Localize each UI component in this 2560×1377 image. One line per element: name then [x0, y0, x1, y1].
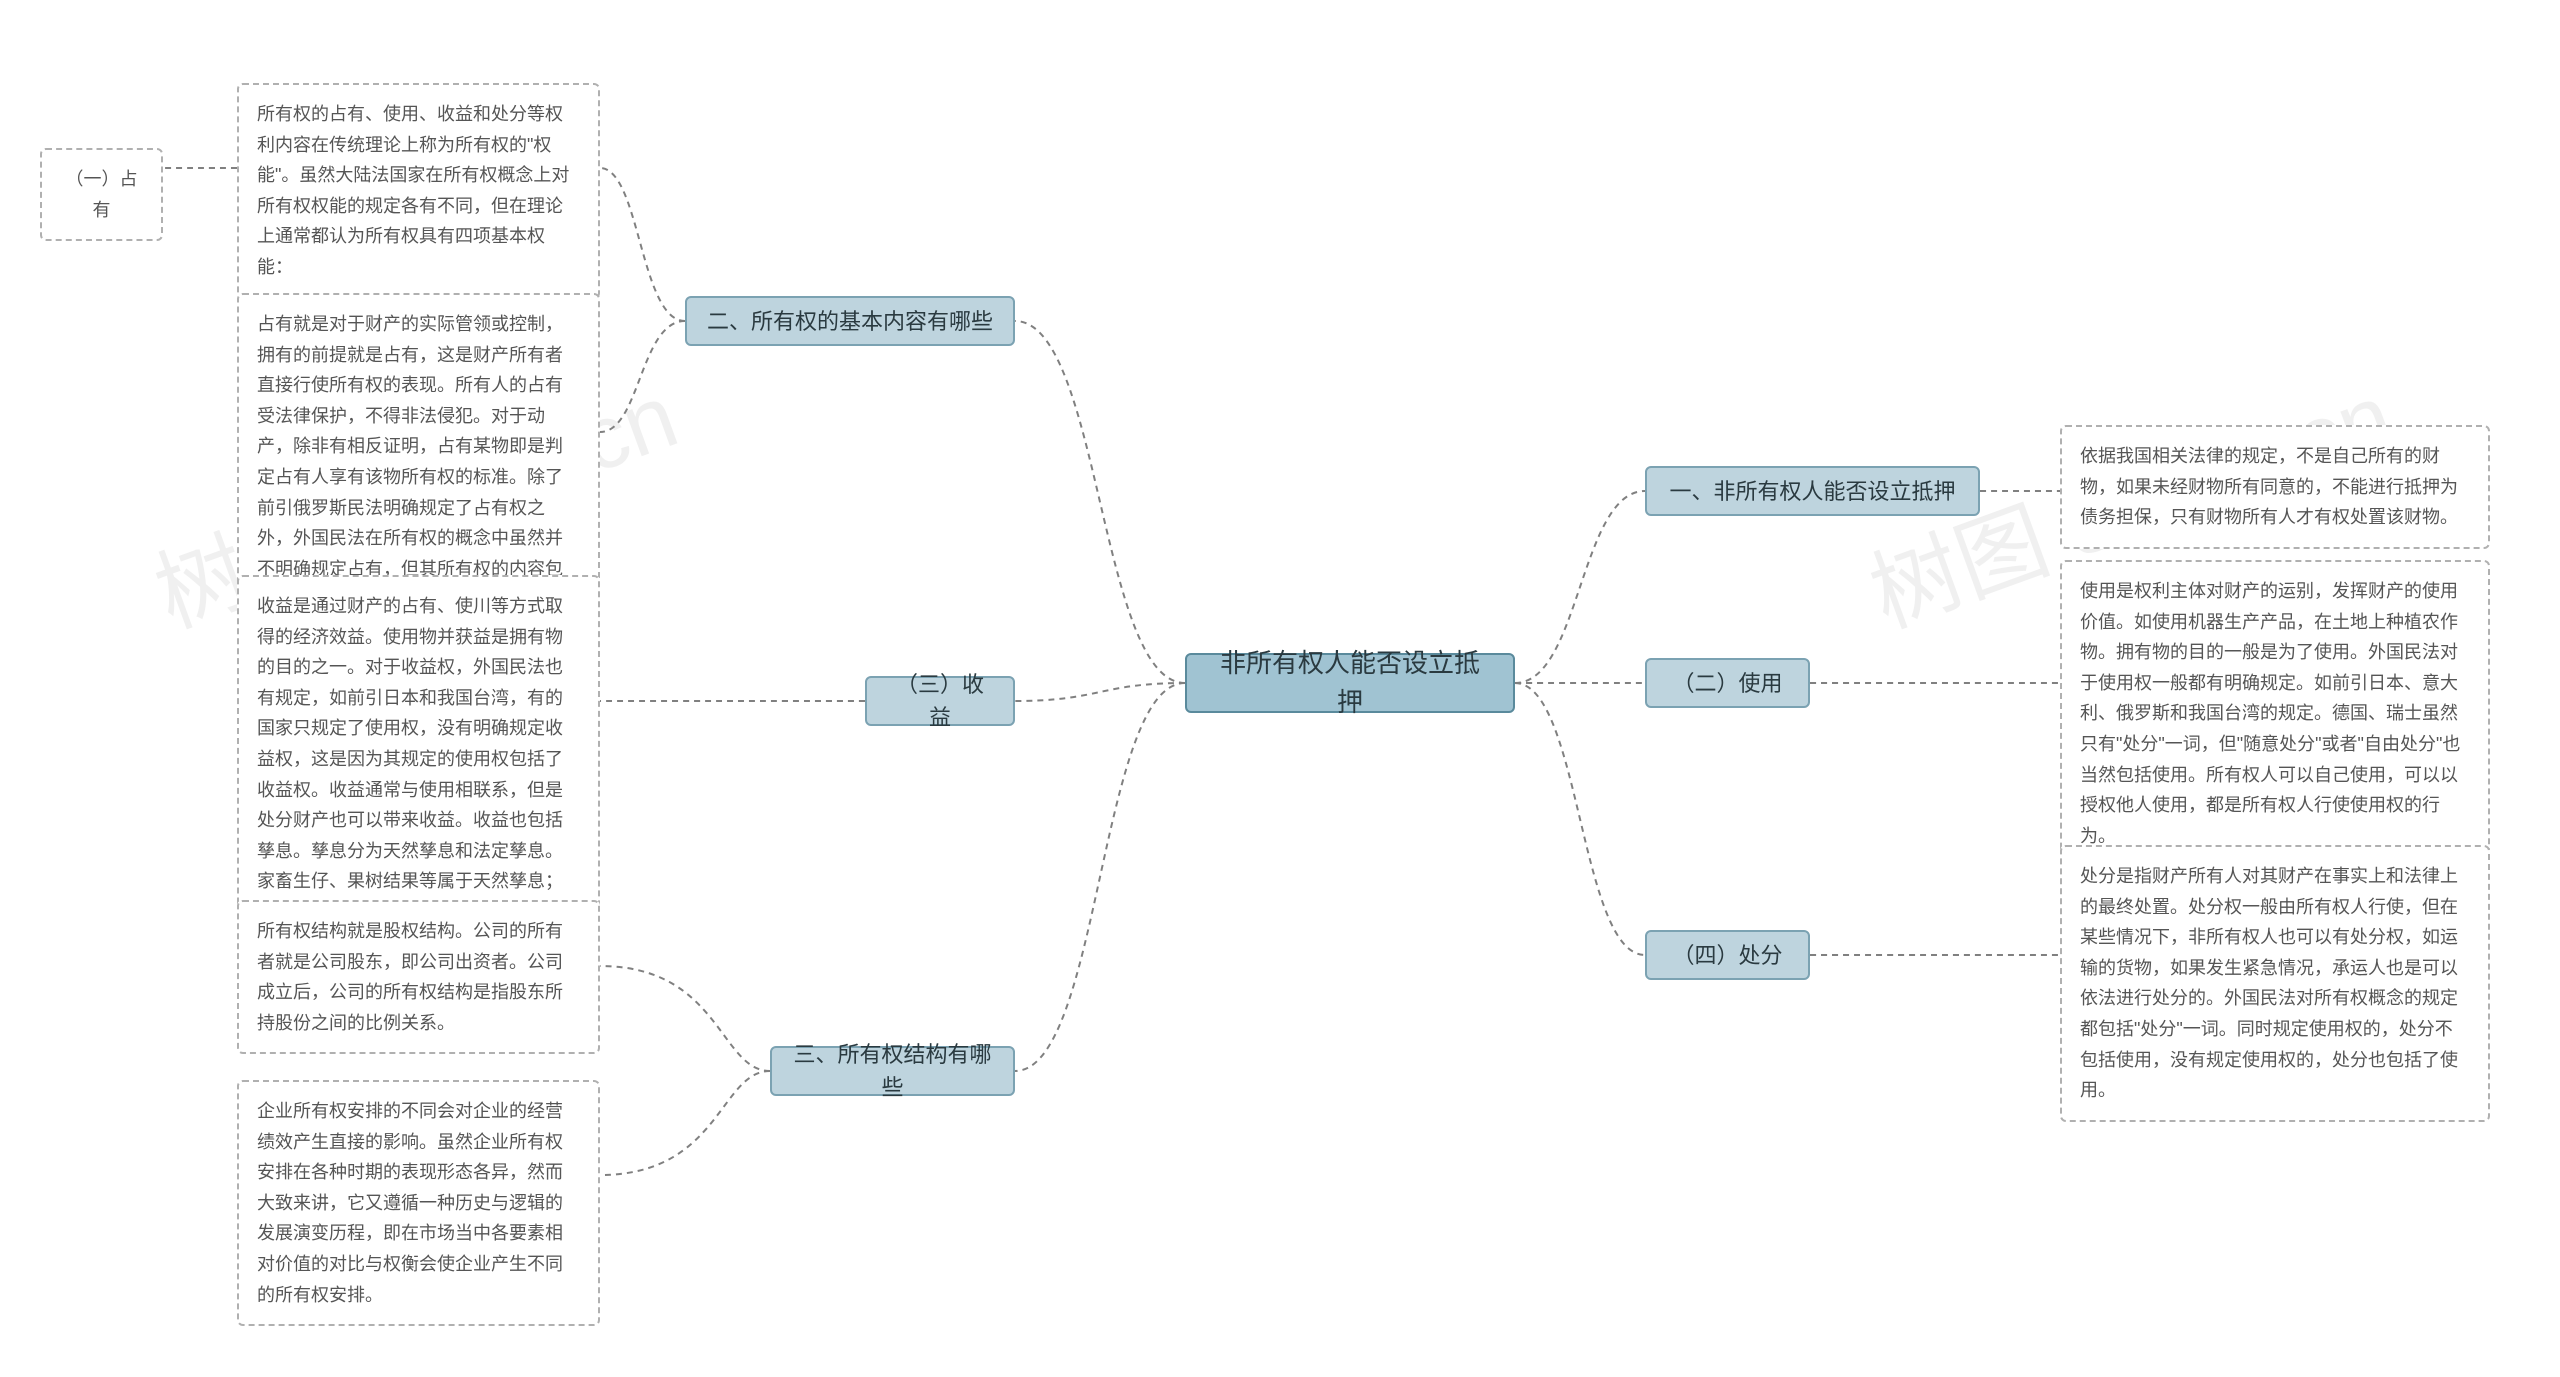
leaf-left-3b: 企业所有权安排的不同会对企业的经营绩效产生直接的影响。虽然企业所有权安排在各种时… [237, 1080, 600, 1326]
branch-left-2: （三）收益 [865, 676, 1015, 726]
leaf-right-2: 使用是权利主体对财产的运别，发挥财产的使用价值。如使用机器生产产品，在土地上种植… [2060, 560, 2490, 867]
branch-right-3: （四）处分 [1645, 930, 1810, 980]
leaf-left-1a: 所有权的占有、使用、收益和处分等权利内容在传统理论上称为所有权的"权能"。虽然大… [237, 83, 600, 299]
leaf-left-3a: 所有权结构就是股权结构。公司的所有者就是公司股东，即公司出资者。公司成立后，公司… [237, 900, 600, 1054]
branch-right-1: 一、非所有权人能否设立抵押 [1645, 466, 1980, 516]
mindmap-root: 非所有权人能否设立抵押 [1185, 653, 1515, 713]
leaf-right-3: 处分是指财产所有人对其财产在事实上和法律上的最终处置。处分权一般由所有权人行使，… [2060, 845, 2490, 1122]
branch-left-3: 三、所有权结构有哪些 [770, 1046, 1015, 1096]
branch-right-2: （二）使用 [1645, 658, 1810, 708]
branch-left-1: 二、所有权的基本内容有哪些 [685, 296, 1015, 346]
leaf-right-1: 依据我国相关法律的规定，不是自己所有的财物，如果未经财物所有同意的，不能进行抵押… [2060, 425, 2490, 549]
sub-node-possess: （一）占有 [40, 148, 163, 241]
